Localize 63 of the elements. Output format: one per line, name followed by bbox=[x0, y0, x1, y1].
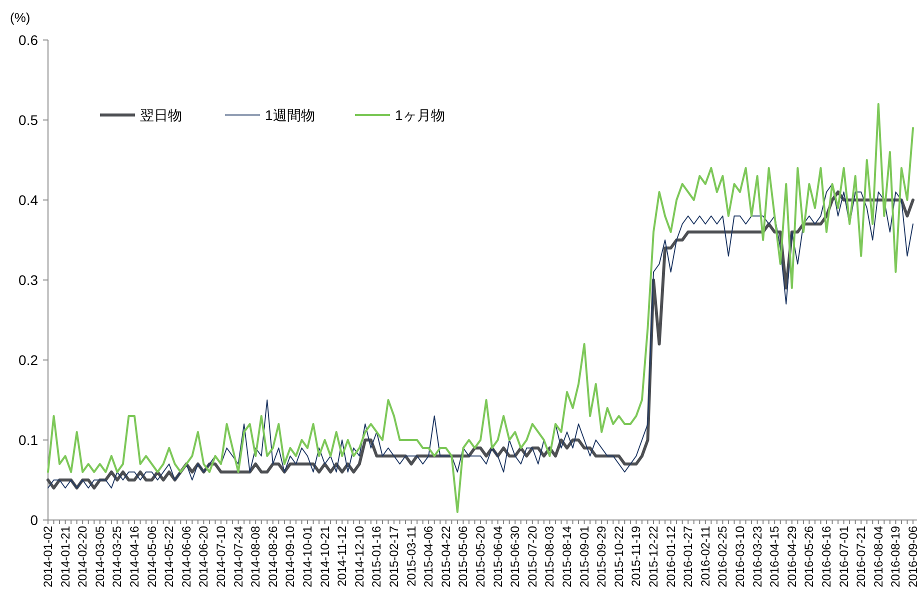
x-tick-label: 2015-02-17 bbox=[387, 526, 401, 588]
x-tick-label: 2016-05-26 bbox=[802, 526, 816, 588]
x-tick-label: 2015-01-16 bbox=[370, 526, 384, 588]
x-tick-label: 2016-01-27 bbox=[681, 526, 696, 588]
x-tick-label: 2015-05-20 bbox=[474, 526, 488, 588]
x-tick-label: 2014-05-06 bbox=[144, 526, 159, 588]
x-tick-label: 2015-09-29 bbox=[594, 526, 609, 588]
line-series bbox=[47, 103, 914, 513]
x-tick-label: 2015-11-19 bbox=[629, 526, 644, 586]
x-tick-label: 2014-06-06 bbox=[179, 526, 194, 588]
x-tick-label: 2016-06-16 bbox=[820, 526, 834, 588]
x-tick-label: 2016-07-21 bbox=[854, 526, 868, 588]
y-tick-label: 0 bbox=[30, 512, 38, 528]
x-tick-label: 2014-11-12 bbox=[335, 526, 350, 586]
x-tick-label: 2015-09-01 bbox=[577, 526, 592, 588]
x-tick-label: 2016-09-06 bbox=[906, 526, 917, 588]
x-tick-label: 2016-08-04 bbox=[871, 526, 886, 588]
legend-label: 1ヶ月物 bbox=[395, 106, 445, 123]
y-axis-title: (%) bbox=[10, 10, 30, 25]
x-tick-label: 2015-04-22 bbox=[438, 526, 453, 588]
x-tick-label: 2014-08-26 bbox=[266, 526, 280, 588]
legend-label: 翌日物 bbox=[140, 106, 182, 123]
x-tick-label: 2015-12-22 bbox=[646, 526, 660, 588]
x-tick-label: 2014-12-10 bbox=[352, 526, 366, 588]
x-tick-label: 2015-06-04 bbox=[490, 526, 505, 588]
x-tick-label: 2014-07-24 bbox=[231, 526, 246, 588]
x-tick-label: 2016-07-01 bbox=[836, 526, 851, 588]
x-tick-label: 2014-01-21 bbox=[58, 526, 72, 588]
y-tick-label: 0.4 bbox=[18, 192, 38, 208]
x-tick-label: 2015-06-30 bbox=[508, 526, 522, 588]
x-tick-label: 2014-07-10 bbox=[214, 526, 228, 588]
x-tick-label: 2015-04-06 bbox=[422, 526, 436, 588]
x-tick-label: 2016-08-19 bbox=[888, 526, 903, 588]
x-tick-label: 2014-06-20 bbox=[196, 526, 211, 588]
x-tick-label: 2015-07-20 bbox=[525, 526, 540, 588]
y-tick-label: 0.2 bbox=[18, 352, 38, 368]
x-tick-label: 2016-02-25 bbox=[716, 526, 730, 588]
x-tick-label: 2014-05-22 bbox=[162, 526, 176, 588]
x-tick-label: 2014-10-21 bbox=[318, 526, 332, 588]
y-tick-label: 0.5 bbox=[18, 112, 38, 128]
x-tick-label: 2015-03-11 bbox=[404, 526, 418, 586]
x-tick-label: 2015-08-14 bbox=[560, 526, 574, 588]
x-tick-label: 2014-02-20 bbox=[76, 526, 90, 588]
legend-label: 1週間物 bbox=[265, 106, 315, 123]
x-tick-label: 2015-10-22 bbox=[612, 526, 626, 588]
x-tick-label: 2014-08-08 bbox=[248, 526, 263, 588]
y-tick-label: 0.1 bbox=[18, 432, 38, 448]
x-tick-label: 2016-02-11 bbox=[698, 526, 712, 586]
x-tick-label: 2014-03-05 bbox=[92, 526, 107, 588]
x-tick-label: 2014-04-16 bbox=[128, 526, 142, 588]
x-tick-label: 2014-03-25 bbox=[110, 526, 124, 588]
x-tick-label: 2016-01-12 bbox=[664, 526, 678, 588]
x-tick-label: 2016-03-23 bbox=[750, 526, 764, 588]
x-tick-label: 2015-08-03 bbox=[542, 526, 557, 588]
x-tick-label: 2016-03-10 bbox=[733, 526, 747, 588]
y-tick-label: 0.3 bbox=[18, 272, 38, 288]
x-tick-label: 2014-09-10 bbox=[283, 526, 298, 588]
x-tick-label: 2014-01-02 bbox=[41, 526, 55, 588]
x-tick-label: 2015-05-06 bbox=[456, 526, 470, 588]
x-tick-label: 2014-10-01 bbox=[300, 526, 314, 588]
y-tick-label: 0.6 bbox=[18, 32, 38, 48]
x-tick-label: 2016-04-29 bbox=[784, 526, 799, 588]
x-tick-label: 2016-04-15 bbox=[768, 526, 782, 588]
